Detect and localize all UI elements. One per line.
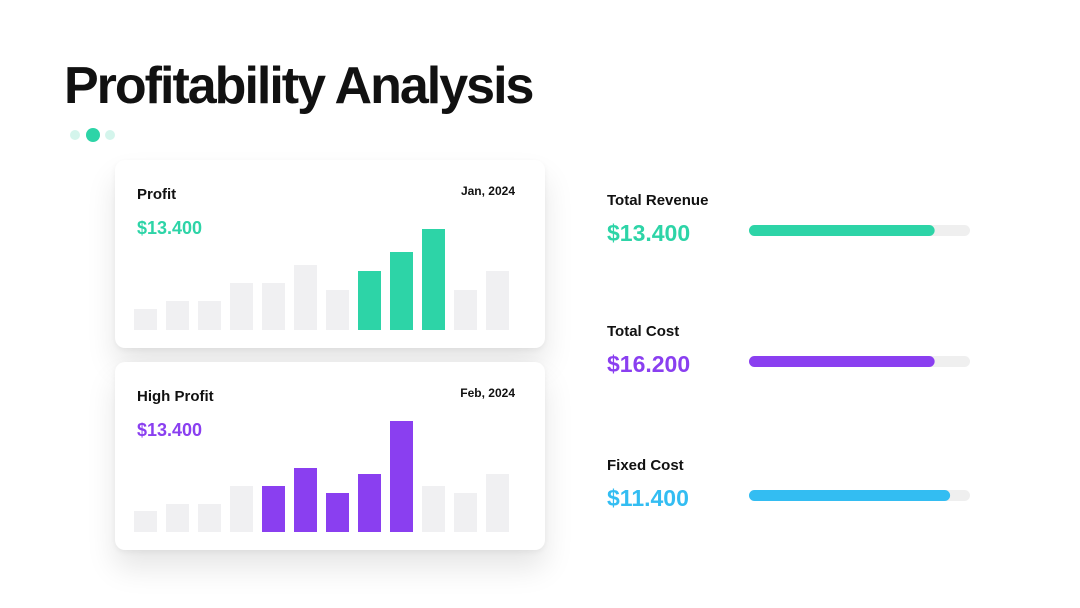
bar — [134, 309, 157, 330]
card-title: High Profit — [137, 388, 214, 405]
card-date: Feb, 2024 — [460, 386, 515, 400]
bar — [262, 283, 285, 330]
bar — [486, 271, 509, 330]
progress-fill — [749, 225, 935, 236]
card-title: Profit — [137, 186, 177, 203]
progress-bar — [749, 225, 970, 236]
metric-value: $11.400 — [607, 485, 689, 511]
bar — [134, 511, 157, 532]
bar — [198, 301, 221, 330]
bar — [454, 290, 477, 330]
metric-value: $13.400 — [607, 220, 691, 246]
bar — [230, 486, 253, 532]
bar — [262, 486, 285, 532]
progress-bar — [749, 490, 970, 501]
bar — [390, 421, 413, 532]
bar — [422, 229, 445, 330]
metric-label: Total Revenue — [607, 192, 709, 209]
metric-label: Total Cost — [607, 323, 680, 340]
bar — [358, 271, 381, 330]
metric-label: Fixed Cost — [607, 457, 684, 474]
metric: Total Revenue $13.400 — [607, 192, 977, 282]
bar — [486, 474, 509, 532]
page-title: Profitability Analysis — [64, 57, 534, 115]
progress-fill — [749, 356, 935, 367]
card-amount: $13.400 — [137, 218, 203, 238]
chart — [134, 421, 509, 532]
card-date: Jan, 2024 — [460, 184, 515, 198]
bar — [326, 290, 349, 330]
progress-bar — [749, 356, 970, 367]
metric: Fixed Cost $11.400 — [607, 457, 977, 547]
bar — [422, 486, 445, 532]
progress-fill — [749, 490, 951, 501]
bar — [166, 301, 189, 330]
bar — [358, 474, 381, 532]
dot — [70, 130, 80, 140]
bar — [198, 504, 221, 532]
bar — [390, 252, 413, 330]
bar — [326, 493, 349, 532]
bar — [454, 493, 477, 532]
chart — [134, 229, 509, 330]
card-amount: $13.400 — [137, 420, 203, 440]
metric: Total Cost $16.200 — [607, 323, 977, 413]
dot — [105, 130, 115, 140]
chart-card: Profit Jan, 2024 $13.400 — [115, 160, 545, 348]
bar — [294, 468, 317, 532]
chart-card: High Profit Feb, 2024 $13.400 — [115, 362, 545, 550]
bar — [166, 504, 189, 532]
metric-value: $16.200 — [607, 351, 691, 377]
bar — [230, 283, 253, 330]
dot — [86, 128, 100, 142]
bar — [294, 265, 317, 330]
